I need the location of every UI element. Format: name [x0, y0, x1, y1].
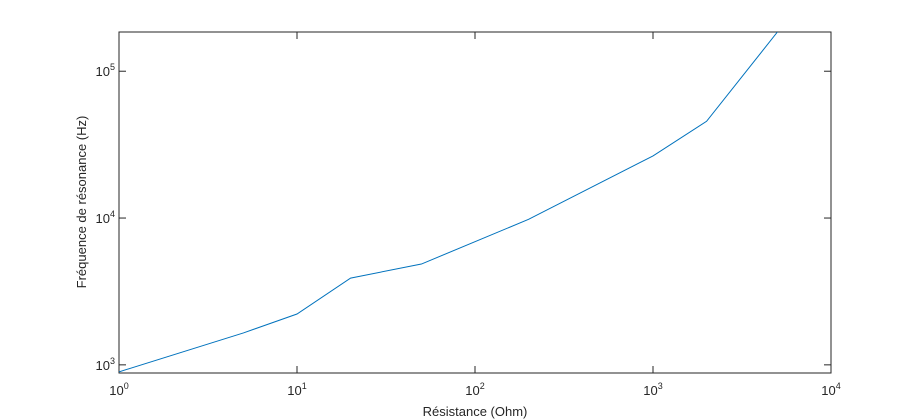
x-tick-label: 100: [109, 381, 128, 398]
x-tick-label: 102: [465, 381, 484, 398]
x-axis-label: Résistance (Ohm): [423, 404, 528, 419]
plot-area: [118, 31, 832, 374]
x-tick-label: 103: [643, 381, 662, 398]
data-line: [119, 32, 778, 373]
y-tick-label: 104: [96, 209, 115, 226]
y-tick-label: 103: [96, 356, 115, 373]
x-tick-label: 101: [287, 381, 306, 398]
y-axis-label: Fréquence de résonance (Hz): [74, 116, 89, 289]
x-tick-label: 104: [821, 381, 840, 398]
y-tick-label: 105: [96, 62, 115, 79]
